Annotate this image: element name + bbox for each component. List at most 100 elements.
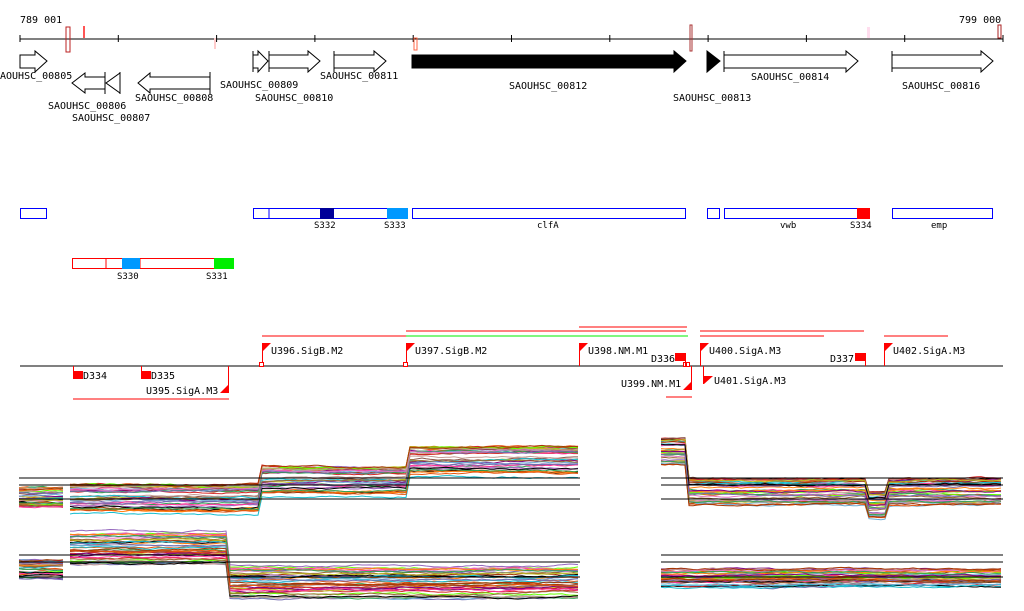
feature-D334[interactable]: D334 xyxy=(73,366,107,382)
gene-SAOUHSC_00809[interactable]: SAOUHSC_00809 xyxy=(220,49,298,91)
expression-profile-line xyxy=(660,577,1002,583)
expression-profile-line xyxy=(660,570,1002,575)
ruler-end-label: 799 000 xyxy=(959,15,1001,26)
segment-vwb[interactable] xyxy=(724,208,870,219)
expression-profile-line xyxy=(660,569,1002,574)
expression-profile-line xyxy=(69,450,579,493)
feature-label: U395.SigA.M3 xyxy=(146,386,218,397)
expression-profile-line xyxy=(660,441,1002,497)
expression-profile-line xyxy=(660,583,1002,588)
expression-profile-line xyxy=(69,534,579,573)
segment-label: S330 xyxy=(117,272,139,282)
gene-label: SAOUHSC_00816 xyxy=(902,81,980,92)
signal-marker xyxy=(997,24,1002,39)
expression-profile-line xyxy=(18,505,64,509)
segment-box[interactable] xyxy=(72,258,234,269)
segment-S334[interactable] xyxy=(857,208,870,219)
gene-label: SAOUHSC_00808 xyxy=(135,93,213,104)
gene-label: AOUHSC_00805 xyxy=(0,71,72,82)
feature-label: D337 xyxy=(830,354,854,365)
expression-profile-line xyxy=(69,533,579,572)
expression-profile-line xyxy=(69,459,579,501)
expression-profile-line xyxy=(69,547,579,587)
annotation-track-minus: S330 S331 xyxy=(72,258,234,282)
expression-profile-line xyxy=(660,463,1002,518)
feature-track: U396.SigB.M2 U397.SigB.M2 U398.NM.M1 U40… xyxy=(20,326,1003,400)
segment-box[interactable] xyxy=(20,208,47,219)
gene-SAOUHSC_00816[interactable]: SAOUHSC_00816 xyxy=(891,49,994,92)
expression-profile-line xyxy=(660,455,1002,510)
expression-profile-line xyxy=(660,439,1002,496)
gene-label: SAOUHSC_00810 xyxy=(255,93,333,104)
expression-profile-line xyxy=(69,555,579,593)
signal-marker xyxy=(65,26,71,53)
expression-tracks xyxy=(18,437,1003,601)
signal-marker xyxy=(689,24,693,52)
expression-profile-line xyxy=(18,487,64,491)
feature-D336[interactable]: D336 xyxy=(651,353,686,366)
gene-SAOUHSC_00810[interactable]: SAOUHSC_00810 xyxy=(255,49,333,104)
feature-label: U397.SigB.M2 xyxy=(415,346,487,357)
feature-U401[interactable]: U401.SigA.M3 xyxy=(703,366,787,387)
expression-profile-line xyxy=(69,447,579,492)
feature-U400[interactable]: U400.SigA.M3 xyxy=(700,343,782,366)
annotation-track-plus: S332 S333 clfA vwb S334 emp xyxy=(20,208,993,231)
coordinate-ruler: 789 001 799 000 xyxy=(19,15,1004,53)
feature-U402[interactable]: U402.SigA.M3 xyxy=(884,343,966,366)
feature-U397[interactable]: U397.SigB.M2 xyxy=(403,343,488,367)
gene-SAOUHSC_00811[interactable]: SAOUHSC_00811 xyxy=(320,49,398,82)
expression-profile-line xyxy=(18,493,64,497)
segment-S330[interactable] xyxy=(122,258,140,269)
segment-clfA[interactable] xyxy=(412,208,686,219)
expression-profile-line xyxy=(70,447,579,489)
segment-label: S331 xyxy=(206,272,228,282)
feature-U396[interactable]: U396.SigB.M2 xyxy=(259,343,344,367)
expression-profile-line xyxy=(660,566,1002,572)
gene-SAOUHSC_00807[interactable]: SAOUHSC_00807 xyxy=(72,72,150,124)
segment-S332[interactable] xyxy=(320,208,334,219)
gene-label: SAOUHSC_00812 xyxy=(509,81,587,92)
feature-label: D335 xyxy=(151,371,175,382)
gene-SAOUHSC_00813[interactable]: SAOUHSC_00813 xyxy=(673,49,751,104)
feature-D335[interactable]: D335 xyxy=(141,366,175,382)
expression-profile-line xyxy=(18,571,64,574)
gene-SAOUHSC_00805[interactable]: AOUHSC_00805 xyxy=(0,49,72,82)
segment-S331[interactable] xyxy=(214,258,234,269)
feature-label: D336 xyxy=(651,354,675,365)
expression-profile-line xyxy=(70,455,579,498)
segment-label: S334 xyxy=(850,221,872,231)
expression-profile-line xyxy=(18,491,64,494)
segment-box[interactable] xyxy=(707,208,720,219)
feature-U398[interactable]: U398.NM.M1 xyxy=(579,343,649,366)
expression-profile-line xyxy=(660,447,1002,502)
expression-profile-line xyxy=(69,559,579,599)
expression-profile-line xyxy=(18,504,64,507)
gene-SAOUHSC_00808[interactable]: SAOUHSC_00808 xyxy=(135,71,213,104)
expression-profile-line xyxy=(18,568,64,572)
expression-profile-line xyxy=(660,570,1002,575)
expression-profile-line xyxy=(18,498,63,502)
feature-D337[interactable]: D337 xyxy=(830,353,866,366)
expression-profile-line xyxy=(18,559,64,562)
segment-label: S333 xyxy=(384,221,406,231)
feature-U395[interactable]: U395.SigA.M3 xyxy=(146,366,229,397)
expression-profile-line xyxy=(70,471,579,513)
segment-label: vwb xyxy=(780,221,796,231)
ruler-ticks xyxy=(19,35,1004,42)
segment-S333[interactable] xyxy=(387,208,408,219)
signal-marker xyxy=(214,38,216,49)
feature-label: U402.SigA.M3 xyxy=(893,346,965,357)
expression-profile-line xyxy=(660,450,1002,506)
expression-profile-line xyxy=(18,569,64,573)
gene-label: SAOUHSC_00811 xyxy=(320,71,398,82)
gene-SAOUHSC_00806[interactable]: SAOUHSC_00806 xyxy=(48,71,126,112)
gene-label: SAOUHSC_00809 xyxy=(220,80,298,91)
expression-profile-line xyxy=(660,573,1001,578)
feature-U399[interactable]: U399.NM.M1 xyxy=(621,362,692,391)
expression-profile-line xyxy=(660,460,1002,516)
feature-label: U399.NM.M1 xyxy=(621,379,681,390)
segment-emp[interactable] xyxy=(892,208,993,219)
gene-SAOUHSC_00814[interactable]: SAOUHSC_00814 xyxy=(723,49,859,83)
gene-SAOUHSC_00812[interactable]: SAOUHSC_00812 xyxy=(411,49,687,92)
